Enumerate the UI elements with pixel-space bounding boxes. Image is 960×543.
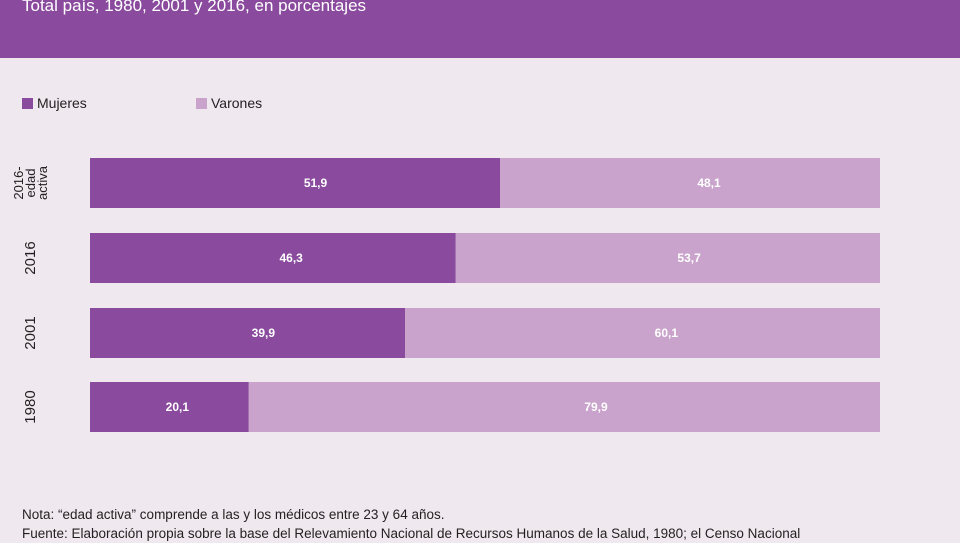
bar-varones-3 — [405, 308, 880, 358]
bar-mujeres-4 — [90, 382, 249, 432]
bar-varones-2 — [455, 233, 880, 283]
header-band: Total país, 1980, 2001 y 2016, en porcen… — [0, 0, 960, 58]
chart-subtitle: Total país, 1980, 2001 y 2016, en porcen… — [22, 0, 367, 15]
bar-varones-1 — [500, 158, 880, 208]
legend-label-mujeres: Mujeres — [37, 95, 87, 111]
chart-notes: Nota: “edad activa” comprende a las y lo… — [22, 505, 952, 543]
note-text: Nota: “edad activa” comprende a las y lo… — [22, 507, 445, 522]
category-label-2: 2016 — [22, 241, 39, 274]
data-label-mujeres-2: 46,3 — [279, 251, 303, 265]
legend-item-varones: Varones — [196, 95, 262, 111]
bar-mujeres-2 — [90, 233, 456, 283]
legend-swatch-varones — [196, 97, 207, 109]
data-label-mujeres-1: 51,9 — [304, 176, 328, 190]
legend-label-varones: Varones — [211, 95, 263, 111]
data-label-varones-3: 60,1 — [655, 326, 679, 340]
data-label-mujeres-3: 39,9 — [252, 326, 276, 340]
category-label-4: 1980 — [22, 390, 39, 423]
category-label-3: 2001 — [22, 316, 39, 349]
legend-item-mujeres: Mujeres — [22, 95, 87, 111]
category-label-1: 2016-edadactiva — [11, 165, 50, 200]
data-label-varones-2: 53,7 — [677, 251, 701, 265]
bar-mujeres-3 — [90, 308, 406, 358]
bar-varones-4 — [248, 382, 881, 432]
legend-swatch-mujeres — [22, 97, 33, 109]
source-text: Fuente: Elaboración propia sobre la base… — [22, 526, 801, 541]
data-label-mujeres-4: 20,1 — [166, 400, 190, 414]
data-label-varones-4: 79,9 — [584, 400, 608, 414]
bar-mujeres-1 — [90, 158, 501, 208]
data-label-varones-1: 48,1 — [697, 176, 721, 190]
